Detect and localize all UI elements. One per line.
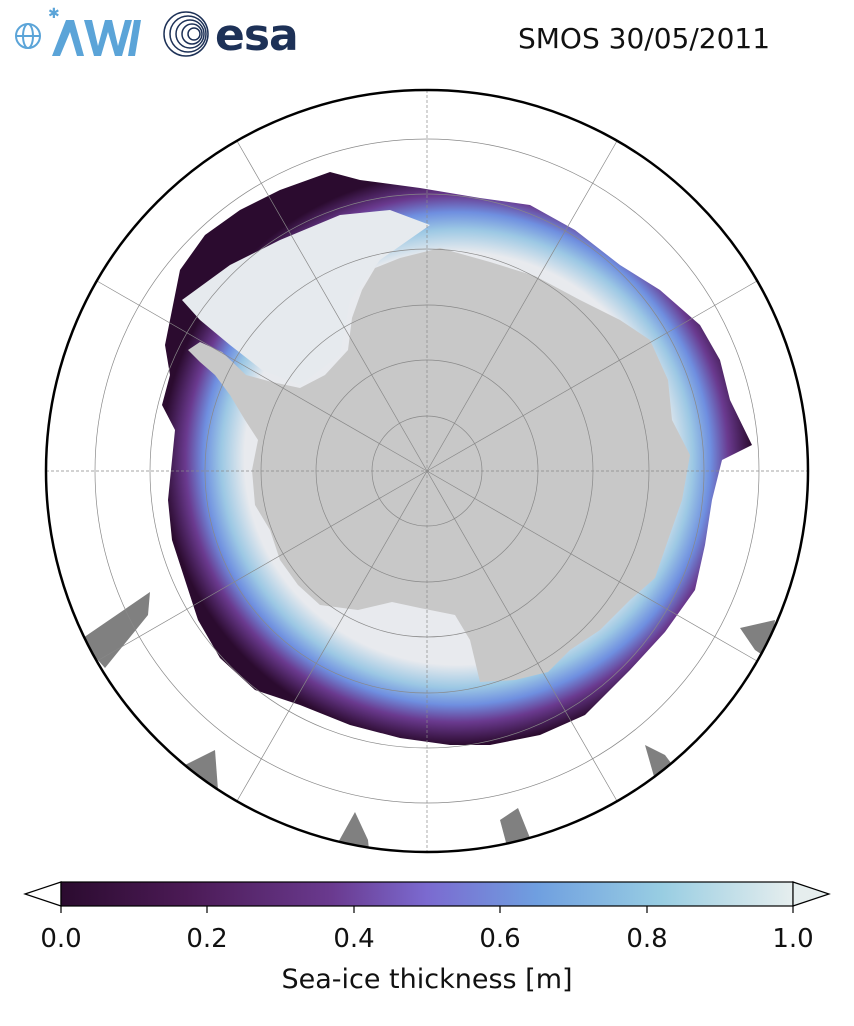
colorbar-extend-min	[23, 881, 62, 907]
colorbar-tick-label: 0.6	[479, 924, 521, 954]
esa-logo	[163, 11, 209, 57]
map-title: SMOS 30/05/2011	[518, 22, 771, 55]
colorbar-tick-label: 0.8	[626, 924, 668, 954]
antarctica-land	[188, 248, 690, 682]
polar-map	[44, 88, 810, 854]
colorbar-gradient	[60, 881, 794, 907]
colorbar-tick-label: 1.0	[772, 924, 814, 954]
colorbar-tick-label: 0.4	[333, 924, 375, 954]
svg-text:✱: ✱	[48, 6, 60, 22]
colorbar-tick-label: 0.0	[40, 924, 82, 954]
colorbar-extend-max	[792, 881, 831, 907]
awi-logo: ✱	[15, 6, 141, 56]
colorbar	[23, 881, 831, 913]
colorbar-label: Sea-ice thickness [m]	[281, 964, 573, 995]
colorbar-ticks	[60, 906, 794, 913]
map-boundary	[44, 88, 810, 854]
esa-wordmark: esa	[215, 10, 299, 61]
graticule	[46, 90, 808, 852]
colorbar-tick-label: 0.2	[186, 924, 228, 954]
